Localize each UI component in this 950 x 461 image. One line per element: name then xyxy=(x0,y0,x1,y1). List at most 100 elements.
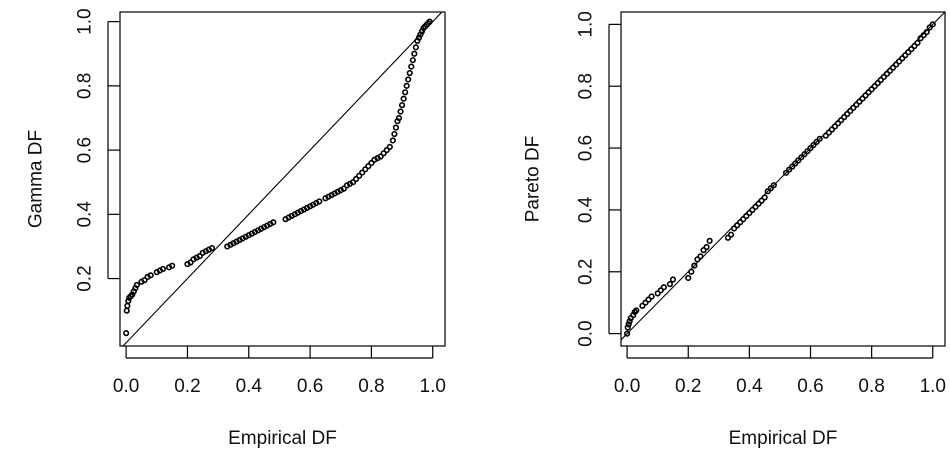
data-point xyxy=(755,200,762,207)
y-tick-label: 1.0 xyxy=(75,8,96,34)
data-point xyxy=(877,76,884,84)
data-point xyxy=(124,302,131,309)
plot-area xyxy=(621,12,945,341)
data-point xyxy=(642,299,649,306)
data-point xyxy=(807,144,814,152)
reference-line xyxy=(122,12,443,346)
data-point xyxy=(654,290,661,297)
data-point xyxy=(743,213,750,220)
x-tick-label: 1.0 xyxy=(920,376,946,397)
data-point xyxy=(657,287,664,294)
data-point xyxy=(669,276,677,283)
data-point xyxy=(896,58,903,65)
x-tick-label: 0.4 xyxy=(736,376,763,397)
x-tick-label: 0.6 xyxy=(297,376,323,397)
data-point xyxy=(804,148,811,155)
data-point xyxy=(697,253,704,260)
data-point xyxy=(395,114,403,122)
data-point xyxy=(405,76,412,83)
data-point xyxy=(798,154,805,161)
x-axis-title: Empirical DF xyxy=(228,428,337,449)
data-point xyxy=(746,209,753,217)
data-point xyxy=(123,307,130,314)
data-point xyxy=(703,243,710,251)
data-point xyxy=(871,83,878,90)
y-tick-label: 0.2 xyxy=(576,259,597,285)
data-point xyxy=(801,151,808,158)
data-point xyxy=(391,130,398,138)
data-point xyxy=(660,284,667,291)
data-point xyxy=(886,67,894,74)
data-point xyxy=(764,188,771,195)
data-point xyxy=(409,57,416,64)
data-point xyxy=(383,146,390,154)
data-point xyxy=(398,102,406,109)
data-point xyxy=(412,44,419,51)
data-point xyxy=(352,175,360,183)
y-tick-label: 0.8 xyxy=(576,73,597,99)
data-point xyxy=(377,153,384,160)
data-point xyxy=(892,61,900,68)
data-point xyxy=(133,281,140,289)
data-point xyxy=(645,296,652,303)
data-point xyxy=(917,35,924,42)
data-point xyxy=(865,89,872,96)
data-point xyxy=(841,114,848,121)
y-tick-label: 0.6 xyxy=(576,135,597,161)
plot-area xyxy=(122,12,443,346)
y-tick-label: 0.0 xyxy=(576,320,597,346)
data-point xyxy=(908,46,915,53)
data-point xyxy=(349,179,357,186)
pareto-panel: 0.0 0.2 0.4 0.6 0.8 1.0 0.0 0.2 0.4 0.6 0.8 1.0 Empi… xyxy=(523,11,946,449)
data-point xyxy=(648,293,655,300)
data-point xyxy=(411,50,418,57)
data-point xyxy=(362,166,369,173)
data-point xyxy=(782,169,790,176)
data-point xyxy=(786,166,793,173)
plot-frame xyxy=(620,11,946,347)
x-tick-label: 0.0 xyxy=(113,376,139,397)
y-tick-label: 0.4 xyxy=(75,201,96,228)
data-point xyxy=(868,86,875,93)
data-point xyxy=(825,129,832,136)
data-point xyxy=(859,95,866,102)
x-tick-label: 0.8 xyxy=(858,376,884,397)
data-point xyxy=(752,203,759,210)
data-point xyxy=(368,159,375,167)
data-point xyxy=(905,49,912,56)
data-point xyxy=(187,259,194,266)
data-point xyxy=(700,247,707,254)
data-point xyxy=(767,185,774,192)
data-point xyxy=(837,117,845,124)
data-point xyxy=(902,52,909,59)
data-point xyxy=(810,141,817,149)
data-point xyxy=(408,63,415,70)
data-point xyxy=(899,55,906,62)
data-point xyxy=(625,321,632,328)
data-point xyxy=(923,29,930,36)
x-tick-label: 0.6 xyxy=(797,376,823,397)
data-point xyxy=(624,330,631,337)
data-point xyxy=(633,307,640,314)
data-point xyxy=(402,89,409,96)
data-point xyxy=(389,137,396,144)
y-axis-title: Gamma DF xyxy=(26,130,47,228)
y-tick-label: 0.4 xyxy=(576,196,597,223)
data-point xyxy=(365,163,372,170)
data-point xyxy=(270,219,277,226)
x-tick-label: 0.2 xyxy=(675,376,701,397)
data-point xyxy=(929,21,936,28)
data-point xyxy=(159,265,167,273)
gamma-panel: 0.0 0.2 0.4 0.6 0.8 1.0 0.2 0.4 0.6 0.8 1.0 Empiric… xyxy=(26,8,446,449)
data-point xyxy=(196,252,203,260)
data-point xyxy=(688,268,695,275)
data-point xyxy=(141,277,148,284)
x-axis-title: Empirical DF xyxy=(729,428,838,449)
x-tick-label: 0.2 xyxy=(174,376,200,397)
x-tick-label: 0.4 xyxy=(236,376,263,397)
data-point xyxy=(737,219,744,226)
data-point xyxy=(761,194,768,201)
data-point xyxy=(169,262,176,269)
data-point xyxy=(392,124,400,131)
